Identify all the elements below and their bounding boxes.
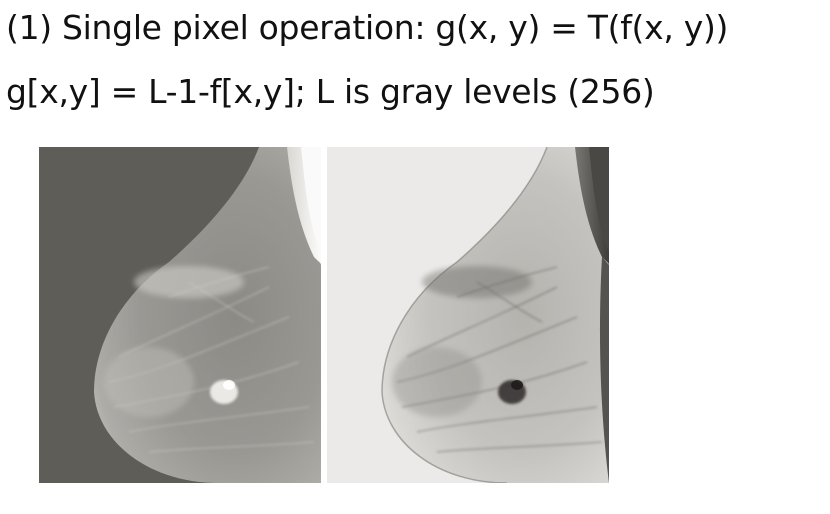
original-mammogram-image <box>39 147 321 483</box>
operation-title: (1) Single pixel operation: g(x, y) = T(… <box>6 8 729 47</box>
negative-formula: g[x,y] = L-1-f[x,y]; L is gray levels (2… <box>6 72 655 111</box>
negative-mammogram-image <box>327 147 609 483</box>
